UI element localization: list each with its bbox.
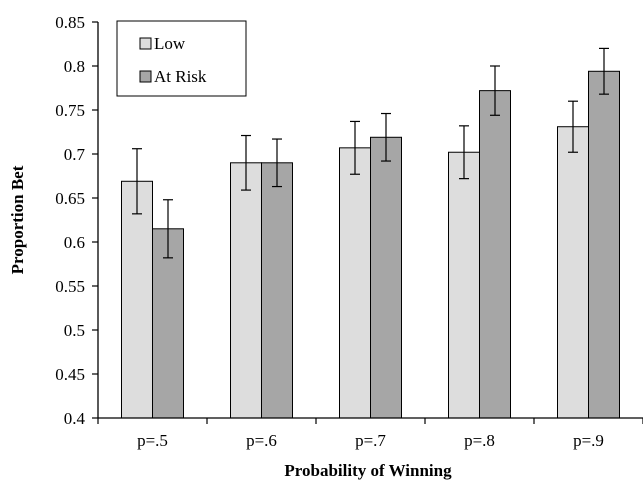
y-axis-ticks: 0.4 0.45 0.5 0.55 0.6 0.65 0.7 0.75 0.8 0.85 [55,13,98,428]
x-tick-label: p=.7 [355,431,386,450]
y-tick-label: 0.85 [55,13,85,32]
y-axis-title: Proportion Bet [8,165,27,274]
x-tick-label: p=.8 [464,431,495,450]
bar-at-risk [479,90,511,419]
bar-at-risk [588,70,620,419]
y-tick-label: 0.65 [55,189,85,208]
legend-label: Low [154,34,186,53]
legend-swatch [139,70,152,83]
bar-low [557,126,589,419]
legend: Low At Risk [116,20,247,97]
x-tick-label: p=.5 [137,431,168,450]
legend-box [116,20,247,97]
legend-label: At Risk [154,67,207,86]
bar-low [339,147,371,419]
y-tick-label: 0.6 [64,233,85,252]
bars [121,70,620,419]
bar-low [121,180,153,419]
error-bars [132,47,609,259]
y-tick-label: 0.8 [64,57,85,76]
y-tick-label: 0.5 [64,321,85,340]
y-tick-label: 0.75 [55,101,85,120]
bar-at-risk [261,162,293,419]
x-axis-title: Probability of Winning [284,461,452,480]
x-tick-label: p=.6 [246,431,277,450]
x-axis-ticks: p=.5 p=.6 p=.7 p=.8 p=.9 [97,418,643,450]
bar-at-risk [370,136,402,419]
x-tick-label: p=.9 [573,431,604,450]
y-tick-label: 0.45 [55,365,85,384]
y-tick-label: 0.4 [64,409,86,428]
bar-at-risk [152,228,184,419]
bar-low [230,162,262,419]
bar-low [448,151,480,419]
y-tick-label: 0.55 [55,277,85,296]
y-tick-label: 0.7 [64,145,86,164]
legend-swatch [139,37,152,50]
